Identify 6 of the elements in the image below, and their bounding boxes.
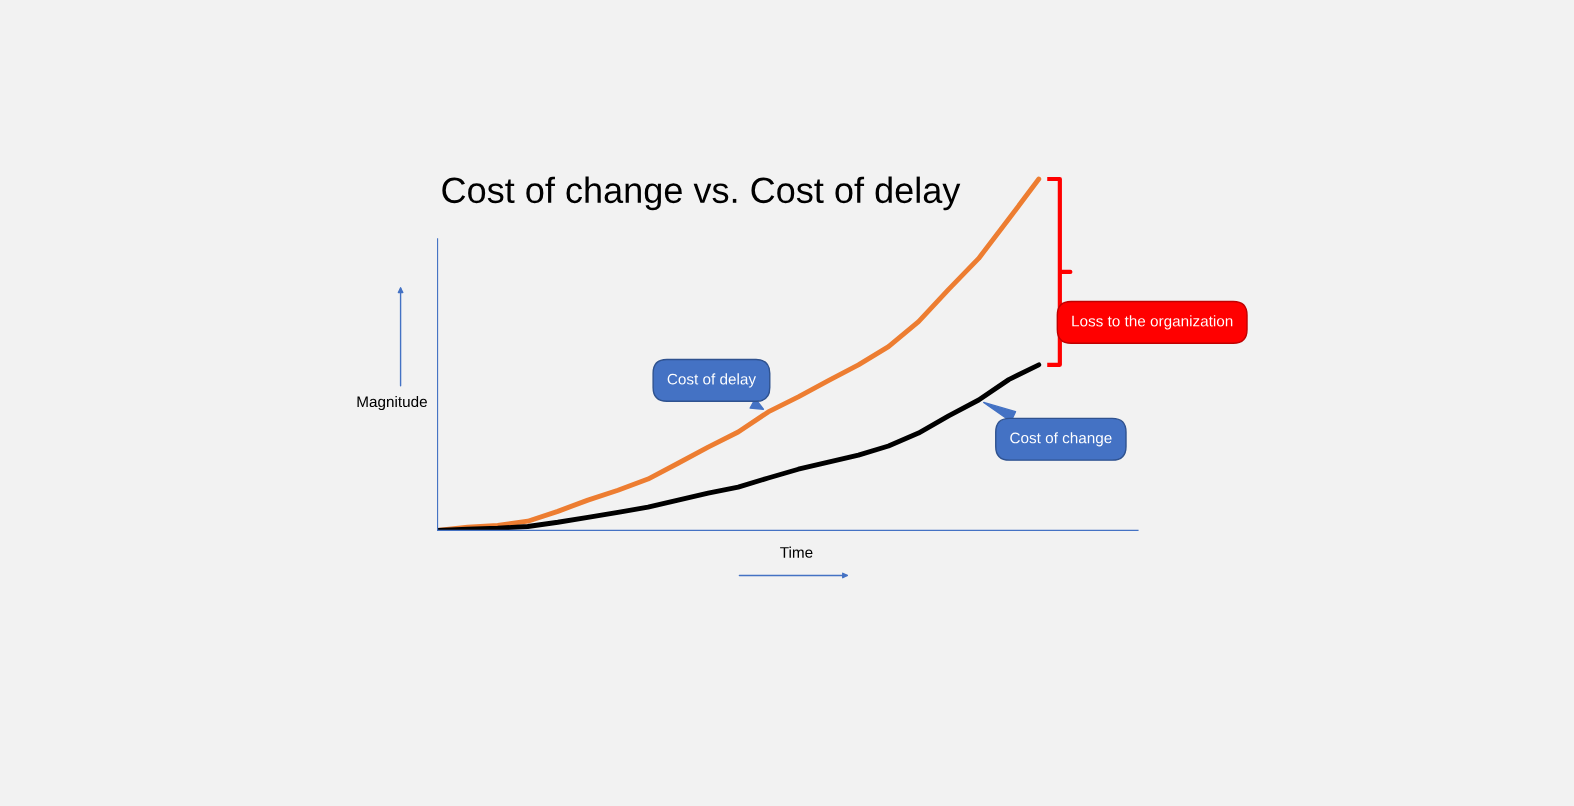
text: Loss to the organization	[1072, 315, 1233, 330]
chart-title: Cost of change vs. Cost of delay	[442, 176, 961, 211]
text: Cost of change	[1010, 432, 1112, 447]
x-axis-title: Time	[780, 546, 813, 558]
y-axis-title: Magnitude	[357, 395, 427, 411]
series-label: Cost of delay	[667, 373, 757, 388]
